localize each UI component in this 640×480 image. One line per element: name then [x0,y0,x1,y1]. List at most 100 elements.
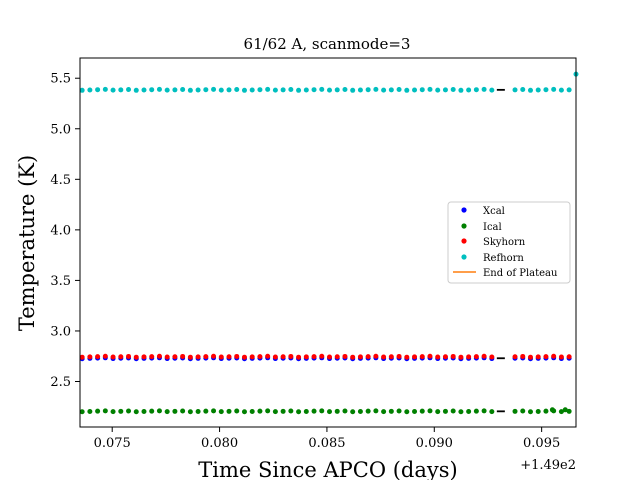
point-refhorn [311,87,317,93]
point-ical [412,408,418,414]
point-refhorn [79,87,85,93]
point-refhorn [551,86,557,92]
y-tick-label: 3.5 [50,274,71,289]
point-refhorn [288,87,294,93]
point-ical [195,408,201,414]
point-skyhorn [203,354,209,360]
point-ical [396,408,402,414]
point-ical [211,408,217,414]
legend-marker-refhorn [461,254,467,260]
point-refhorn [327,87,332,93]
y-tick-label: 4.5 [50,173,71,188]
point-ical [342,408,348,414]
point-ical [566,408,572,414]
x-axis-ticks: 0.075 0.080 0.085 0.090 0.095 [94,427,560,451]
point-refhorn [365,87,371,93]
point-skyhorn [180,353,186,359]
point-refhorn [357,87,363,93]
point-refhorn [558,87,564,93]
point-refhorn [489,87,495,93]
point-ical [327,409,332,415]
point-skyhorn [442,354,448,360]
point-skyhorn [118,354,124,360]
point-skyhorn [187,354,193,360]
point-ical [512,408,518,414]
point-skyhorn [473,354,479,360]
gap-markers [496,88,505,413]
point-skyhorn [149,354,155,360]
point-ical [549,407,555,413]
y-tick-label: 5.5 [50,72,71,87]
point-ical [527,409,533,415]
point-skyhorn [435,354,441,360]
point-skyhorn [381,354,387,360]
point-ical [419,408,425,414]
point-skyhorn [311,354,317,360]
x-tick-label: 0.075 [94,436,131,451]
point-skyhorn [241,354,247,360]
point-ical [543,408,549,414]
point-refhorn [319,86,325,92]
point-skyhorn [481,353,487,359]
point-ical [319,408,325,414]
point-skyhorn [350,354,356,360]
points-layer [79,71,579,415]
point-ical [303,408,309,414]
point-refhorn [95,87,101,93]
point-skyhorn [566,354,572,360]
point-skyhorn [365,354,371,360]
point-skyhorn [327,354,332,360]
point-ical [172,408,178,414]
point-ical [458,409,464,415]
point-refhorn [296,87,302,93]
point-refhorn [203,87,209,93]
point-refhorn [211,86,217,92]
point-refhorn [342,87,348,93]
point-refhorn [118,87,124,93]
point-skyhorn [102,353,108,359]
point-ical [280,408,286,414]
point-skyhorn [110,354,116,360]
point-skyhorn [226,354,232,360]
point-skyhorn [87,354,93,360]
y-tick-label: 2.5 [50,375,71,390]
point-skyhorn [404,354,410,360]
point-refhorn [187,87,193,93]
point-skyhorn [280,354,286,360]
point-refhorn [473,87,479,93]
point-skyhorn [334,354,340,360]
point-ical [357,408,363,414]
point-refhorn [527,87,533,93]
point-skyhorn [466,354,472,360]
point-skyhorn [527,354,533,360]
point-skyhorn [218,354,224,360]
point-skyhorn [195,354,201,360]
point-refhorn [458,87,464,93]
point-refhorn [164,87,170,93]
point-ical [164,409,170,415]
legend-box [447,201,571,284]
point-refhorn [257,87,263,93]
point-ical [241,409,247,415]
point-skyhorn [489,354,495,360]
point-refhorn [133,87,139,93]
point-ical [249,408,255,414]
point-skyhorn [234,353,240,359]
point-ical [102,408,108,414]
point-ical [187,409,193,415]
point-ical [203,408,209,414]
point-skyhorn [249,354,255,360]
point-refhorn [303,87,309,93]
point-refhorn [280,87,286,93]
point-skyhorn [296,354,302,360]
point-ical [520,408,526,414]
point-skyhorn [551,353,557,359]
y-tick-label: 4.0 [50,223,71,238]
legend-label-skyhorn: Skyhorn [483,237,526,248]
point-refhorn [149,87,155,93]
point-refhorn [141,87,147,93]
point-skyhorn [458,354,464,360]
plot-frame [79,57,577,428]
point-ical [257,408,263,414]
point-ical [562,407,568,413]
